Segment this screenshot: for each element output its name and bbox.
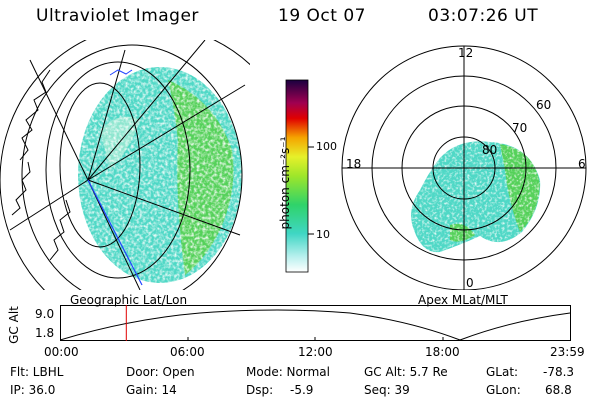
- dsp-value: -5.9: [290, 383, 314, 397]
- door-info: Door: Open: [126, 365, 195, 379]
- mlt-label-18: 18: [346, 157, 362, 171]
- colorbar: [285, 79, 314, 273]
- mlt-label-6: 6: [578, 157, 586, 171]
- time-label: 03:07:26 UT: [428, 6, 539, 26]
- altitude-plot: [60, 305, 571, 341]
- colorbar-label: photon cm⁻²s⁻¹: [278, 136, 292, 230]
- gain-info: Gain: 14: [126, 383, 177, 397]
- polar-plot: [341, 45, 587, 290]
- time-tick-2359: 23:59: [550, 345, 585, 359]
- altitude-curve: [60, 309, 571, 341]
- alt-tick-9: 9.0: [35, 307, 55, 321]
- glon-value: 68.8: [545, 383, 572, 397]
- time-tick-1800: 18:00: [425, 345, 460, 359]
- filter-info: Flt: LBHL: [10, 365, 64, 379]
- time-tick-0000: 00:00: [44, 345, 79, 359]
- gc-alt-info: GC Alt: 5.7 Re: [364, 365, 448, 379]
- ip-info: IP: 36.0: [10, 383, 56, 397]
- time-tick-0600: 06:00: [170, 345, 205, 359]
- mode-info: Mode: Normal: [246, 365, 330, 379]
- alt-tick-1-8: 1.8: [35, 326, 55, 340]
- time-tick-1200: 12:00: [298, 345, 333, 359]
- date-label: 19 Oct 07: [278, 6, 366, 26]
- mlat-label-70: 70: [512, 121, 528, 135]
- colorbar-tick-100: 100: [316, 140, 337, 153]
- geographic-map: [0, 40, 250, 290]
- dsp-label: Dsp:: [246, 383, 274, 397]
- mlat-label-60: 60: [536, 98, 552, 112]
- mlat-label-80: 80: [482, 143, 498, 157]
- alt-axis-label: GC Alt: [7, 306, 21, 344]
- mlt-label-0: 0: [466, 276, 474, 290]
- app-title: Ultraviolet Imager: [36, 6, 199, 26]
- glat-value: -78.3: [543, 365, 575, 379]
- colorbar-tick-10: 10: [316, 228, 330, 241]
- geographic-label: Geographic Lat/Lon: [70, 293, 188, 307]
- apex-label: Apex MLat/MLT: [418, 293, 508, 307]
- glat-label: GLat:: [486, 365, 519, 379]
- seq-info: Seq: 39: [364, 383, 410, 397]
- mlt-label-12: 12: [458, 46, 474, 60]
- glon-label: GLon:: [486, 383, 521, 397]
